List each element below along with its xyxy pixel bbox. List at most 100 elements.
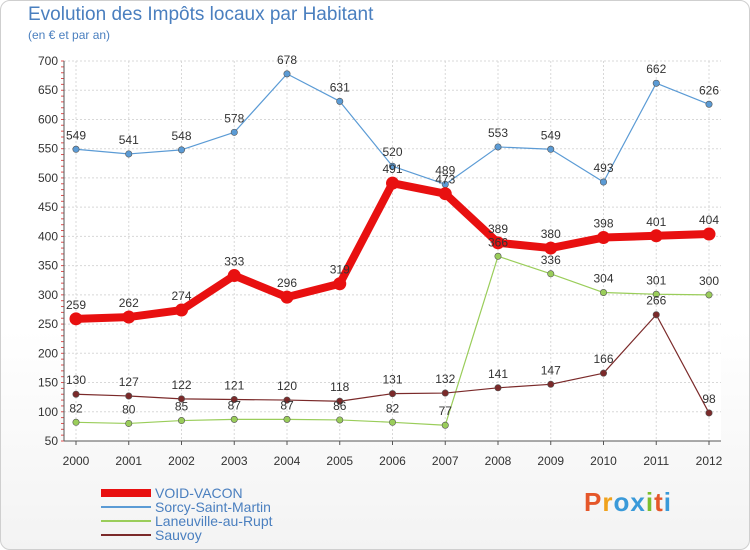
data-label: 380 (541, 227, 561, 241)
legend-label: Sauvoy (155, 527, 202, 543)
data-point (438, 187, 452, 201)
x-tick-label: 2004 (274, 454, 301, 468)
data-point (230, 415, 238, 423)
data-point (280, 290, 294, 304)
data-label: 473 (435, 173, 455, 187)
legend-label: Sorcy-Saint-Martin (155, 499, 271, 515)
data-point (230, 128, 238, 136)
data-point (125, 150, 133, 158)
data-label: 118 (330, 380, 349, 394)
data-point (597, 231, 610, 245)
legend-label: VOID-VACON (155, 485, 243, 501)
y-tick-label: 100 (38, 405, 58, 419)
data-label: 493 (593, 161, 613, 175)
data-point (125, 419, 133, 427)
x-tick-label: 2008 (485, 454, 512, 468)
y-tick-label: 50 (45, 434, 59, 448)
data-label: 266 (646, 294, 666, 308)
y-tick-label: 450 (38, 200, 58, 214)
x-tick-label: 2001 (115, 454, 142, 468)
data-point (491, 236, 505, 250)
data-point (122, 310, 136, 324)
data-point (283, 396, 291, 404)
x-tick-label: 2002 (168, 454, 195, 468)
data-label: 120 (277, 379, 297, 393)
data-point (441, 389, 449, 397)
data-label: 366 (488, 235, 508, 249)
data-point (652, 290, 660, 298)
data-point (441, 421, 449, 429)
data-point (705, 409, 713, 417)
data-label: 578 (224, 111, 244, 125)
data-point (599, 289, 607, 297)
data-label: 147 (541, 363, 561, 377)
data-label: 82 (386, 401, 400, 415)
y-tick-label: 600 (38, 112, 58, 126)
data-label: 98 (702, 392, 716, 406)
data-label: 127 (119, 375, 139, 389)
data-point (599, 369, 607, 377)
y-tick-label: 150 (38, 376, 58, 390)
data-label: 662 (646, 62, 666, 76)
data-label: 401 (646, 215, 666, 229)
data-label: 274 (171, 289, 191, 303)
data-point (705, 291, 713, 299)
y-tick-label: 200 (38, 346, 58, 360)
data-label: 304 (593, 272, 613, 286)
data-point (547, 145, 555, 153)
data-point (649, 229, 663, 243)
data-label: 678 (277, 53, 297, 67)
data-point (227, 269, 241, 283)
data-point (652, 79, 660, 87)
data-label: 82 (69, 401, 83, 415)
data-label: 549 (541, 128, 561, 142)
x-tick-label: 2005 (326, 454, 353, 468)
data-label: 121 (224, 378, 244, 392)
data-point (230, 395, 238, 403)
y-tick-label: 650 (38, 83, 58, 97)
chart-title: Evolution des Impôts locaux par Habitant (28, 4, 374, 25)
data-label: 122 (171, 378, 191, 392)
data-point (175, 303, 188, 317)
y-tick-label: 400 (38, 229, 58, 243)
data-point (72, 390, 80, 398)
data-label: 631 (330, 80, 350, 94)
data-label: 336 (541, 253, 561, 267)
data-label: 404 (699, 213, 719, 227)
data-point (336, 97, 344, 105)
data-label: 333 (224, 255, 244, 269)
data-point (388, 418, 396, 426)
x-tick-label: 2003 (221, 454, 248, 468)
data-point (702, 227, 716, 241)
data-label: 85 (175, 400, 189, 414)
data-label: 132 (435, 372, 455, 386)
data-label: 541 (119, 133, 139, 147)
x-tick-label: 2000 (63, 454, 90, 468)
data-point (125, 392, 133, 400)
x-tick-label: 2012 (696, 454, 723, 468)
chart-subtitle: (en € et par an) (28, 28, 111, 42)
data-label: 259 (66, 298, 86, 312)
data-label: 549 (66, 128, 86, 142)
data-label: 553 (488, 126, 508, 140)
data-point (72, 418, 80, 426)
data-point (72, 145, 80, 153)
x-tick-label: 2009 (537, 454, 564, 468)
data-label: 141 (488, 367, 508, 381)
data-label: 130 (66, 373, 86, 387)
data-point (386, 176, 399, 190)
data-point (333, 277, 347, 291)
data-label: 398 (593, 217, 613, 231)
data-point (494, 384, 502, 392)
y-tick-label: 500 (38, 171, 58, 185)
data-point (652, 311, 660, 319)
data-point (547, 270, 555, 278)
data-label: 489 (435, 163, 455, 177)
data-label: 87 (228, 398, 242, 412)
data-point (544, 241, 558, 255)
data-label: 491 (382, 162, 402, 176)
data-point (547, 380, 555, 388)
x-tick-label: 2007 (432, 454, 459, 468)
data-point (178, 146, 186, 154)
